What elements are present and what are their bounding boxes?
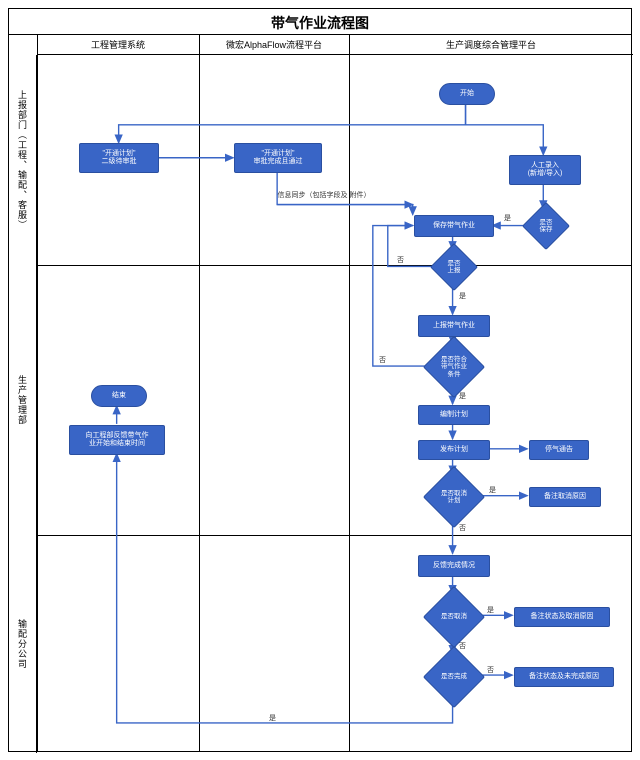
node-q_report: 是否上报 xyxy=(437,250,471,284)
node-stop_notice: 停气通告 xyxy=(529,440,589,460)
annot-no-3: 否 xyxy=(459,641,466,651)
node-q_cancel1: 是否取消计划 xyxy=(432,475,476,519)
node-q_cancel2: 是否取消 xyxy=(432,595,476,639)
col-header-1: 工程管理系统 xyxy=(37,35,199,55)
node-pub_plan: 发布计划 xyxy=(418,440,490,460)
annot-yes-4: 是 xyxy=(489,485,496,495)
annot-yes-5: 是 xyxy=(487,605,494,615)
annot-sync: 信息同步（包括字段及 附件） xyxy=(269,190,379,200)
annot-yes-6: 是 xyxy=(269,713,276,723)
annot-no-cond: 否 xyxy=(379,355,386,365)
node-save_job: 保存带气作业 xyxy=(414,215,494,237)
annot-no-4: 否 xyxy=(487,665,494,675)
annot-yes-1: 是 xyxy=(504,213,511,223)
node-q_save: 是否保存 xyxy=(529,209,563,243)
node-start: 开始 xyxy=(439,83,495,105)
vline-1 xyxy=(199,35,200,751)
node-plan_done: "开通计划"审批完成且通过 xyxy=(234,143,322,173)
col-header-3: 生产调度综合管理平台 xyxy=(349,35,633,55)
node-plan_audit: "开通计划"二级待审批 xyxy=(79,143,159,173)
annot-no-1: 否 xyxy=(397,255,404,265)
hline-1 xyxy=(37,265,631,266)
hline-2 xyxy=(37,535,631,536)
annot-yes-3: 是 xyxy=(459,391,466,401)
vline-0 xyxy=(37,35,38,751)
node-make_plan: 编制计划 xyxy=(418,405,490,425)
node-report_job: 上报带气作业 xyxy=(418,315,490,337)
diagram-frame: 带气作业流程图 工程管理系统 微宏AlphaFlow流程平台 生产调度综合管理平… xyxy=(8,8,632,752)
col-header-2: 微宏AlphaFlow流程平台 xyxy=(199,35,349,55)
annot-no-2: 否 xyxy=(459,523,466,533)
node-q_cond: 是否符合带气作业条件 xyxy=(432,345,476,389)
annot-yes-2: 是 xyxy=(459,291,466,301)
node-note_status1: 备注状态及取消原因 xyxy=(514,607,610,627)
node-note_cancel: 备注取消原因 xyxy=(529,487,601,507)
node-feedback_eng: 向工程部反馈带气作业开始和结束时间 xyxy=(69,425,165,455)
node-manual: 人工录入(新增/导入) xyxy=(509,155,581,185)
node-q_done: 是否完成 xyxy=(432,655,476,699)
node-end: 结束 xyxy=(91,385,147,407)
row-label-2: 生产管理部 xyxy=(9,265,37,535)
vline-2 xyxy=(349,35,350,751)
row-label-1: 上报部门（工程、输配、客服） xyxy=(9,55,37,265)
node-feedback: 反馈完成情况 xyxy=(418,555,490,577)
row-label-3: 输配分公司 xyxy=(9,535,37,753)
diagram-title: 带气作业流程图 xyxy=(9,9,631,35)
swimlane-grid: 工程管理系统 微宏AlphaFlow流程平台 生产调度综合管理平台 上报部门（工… xyxy=(9,35,631,751)
node-note_status2: 备注状态及未完成原因 xyxy=(514,667,614,687)
